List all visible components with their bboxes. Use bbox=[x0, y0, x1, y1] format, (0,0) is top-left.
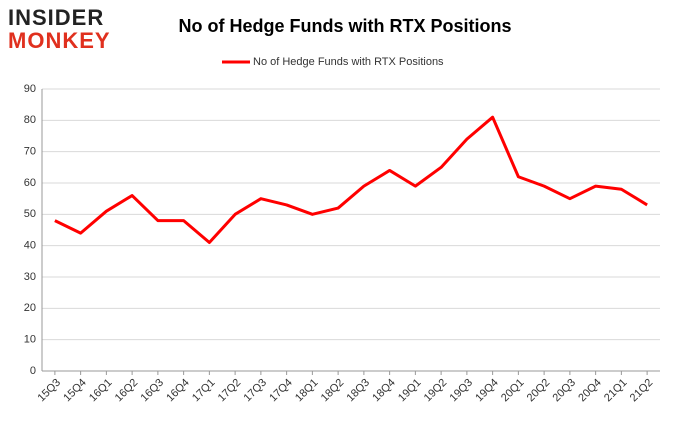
x-tick-label: 20Q3 bbox=[551, 377, 579, 405]
x-tick-label: 17Q3 bbox=[242, 377, 270, 405]
x-tick-label: 15Q3 bbox=[36, 377, 64, 405]
x-tick-label: 18Q3 bbox=[345, 377, 373, 405]
x-tick-label: 19Q4 bbox=[473, 377, 501, 405]
x-tick-label: 16Q3 bbox=[139, 377, 167, 405]
legend-label: No of Hedge Funds with RTX Positions bbox=[253, 56, 444, 68]
logo-line1: INSIDER bbox=[8, 5, 104, 30]
x-tick-label: 21Q2 bbox=[628, 377, 656, 405]
y-tick-label: 40 bbox=[24, 240, 36, 252]
x-tick-label: 15Q4 bbox=[61, 377, 89, 405]
x-tick-label: 18Q1 bbox=[293, 377, 321, 405]
x-tick-label: 18Q4 bbox=[370, 377, 398, 405]
y-tick-label: 60 bbox=[24, 177, 36, 189]
y-tick-label: 20 bbox=[24, 302, 36, 314]
chart-title: No of Hedge Funds with RTX Positions bbox=[179, 16, 512, 36]
x-tick-label: 16Q1 bbox=[87, 377, 115, 405]
x-tick-label: 20Q2 bbox=[525, 377, 553, 405]
y-tick-label: 10 bbox=[24, 334, 36, 346]
x-tick-label: 17Q1 bbox=[190, 377, 218, 405]
x-tick-label: 19Q3 bbox=[448, 377, 476, 405]
y-tick-label: 80 bbox=[24, 114, 36, 126]
x-tick-label: 16Q2 bbox=[113, 377, 141, 405]
x-tick-label: 17Q2 bbox=[216, 377, 244, 405]
x-tick-label: 19Q2 bbox=[422, 377, 450, 405]
data-line bbox=[54, 115, 648, 245]
logo-line2: MONKEY bbox=[8, 28, 111, 53]
x-tick-label: 16Q4 bbox=[164, 377, 192, 405]
y-tick-label: 90 bbox=[24, 83, 36, 95]
x-tick-label: 20Q4 bbox=[576, 377, 604, 405]
y-tick-label: 50 bbox=[24, 208, 36, 220]
x-tick-label: 17Q4 bbox=[267, 377, 295, 405]
x-tick-label: 19Q1 bbox=[396, 377, 424, 405]
y-tick-label: 70 bbox=[24, 146, 36, 158]
x-tick-label: 18Q2 bbox=[319, 377, 347, 405]
x-tick-label: 20Q1 bbox=[499, 377, 527, 405]
y-tick-label: 30 bbox=[24, 271, 36, 283]
y-tick-label: 0 bbox=[30, 365, 36, 377]
x-tick-label: 21Q1 bbox=[602, 377, 630, 405]
